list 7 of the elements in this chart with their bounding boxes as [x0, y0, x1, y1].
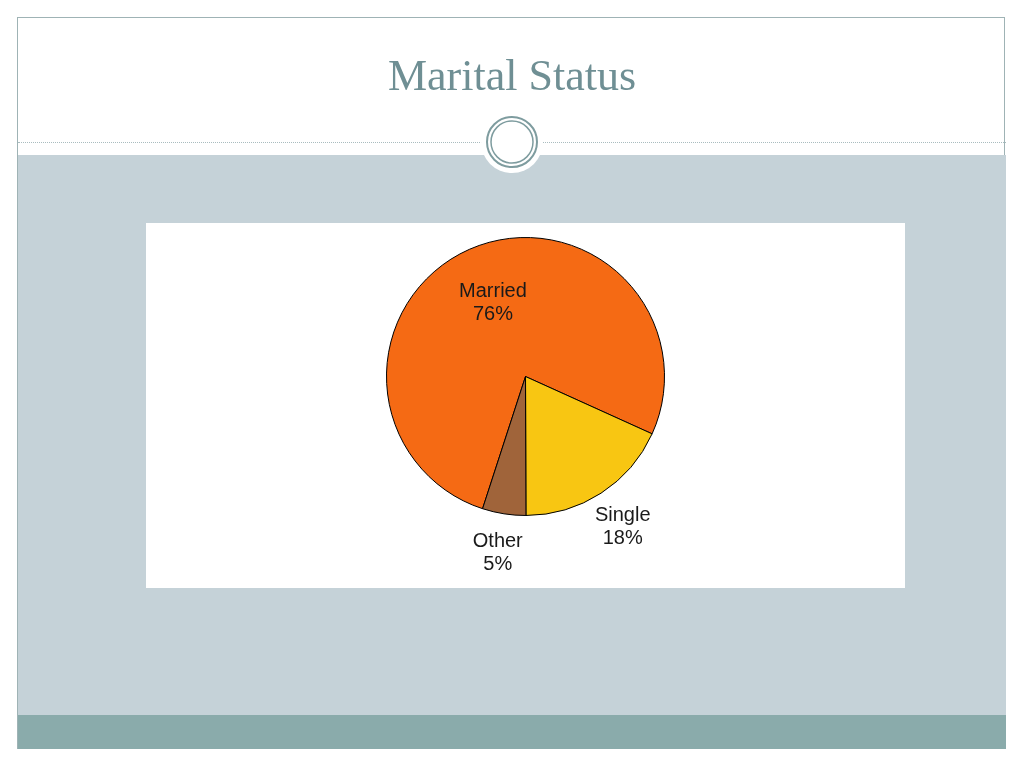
slice-label: Single — [594, 502, 651, 525]
data-label: 76% — [472, 301, 514, 324]
data-label: 18% — [602, 525, 643, 548]
slice-label: Married — [459, 278, 527, 301]
data-label: 5% — [483, 552, 513, 575]
slice-label: Other — [472, 529, 524, 552]
chart-title: Marital Status — [386, 50, 638, 102]
